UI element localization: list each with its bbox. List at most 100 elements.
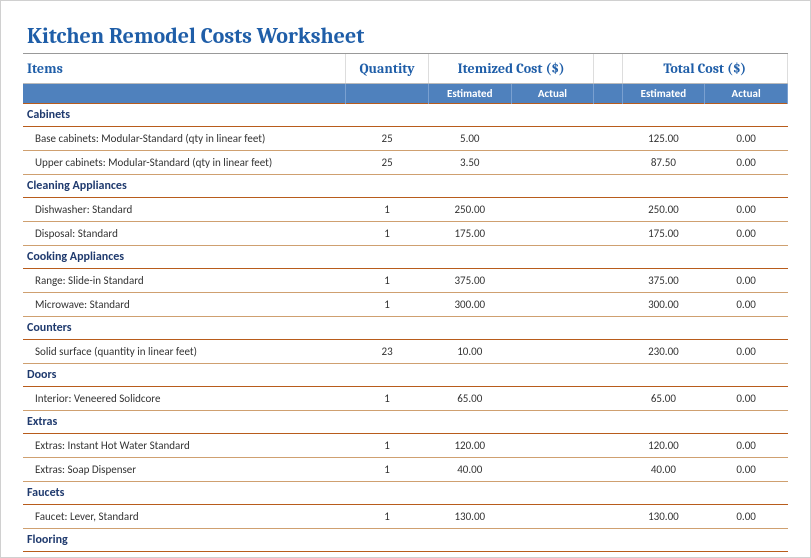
row-gap xyxy=(594,434,622,458)
item-est-total: 175.00 xyxy=(622,222,705,246)
item-est-total: 230.00 xyxy=(622,340,705,364)
header-row-sub: Estimated Actual Estimated Actual xyxy=(23,84,788,104)
item-act-cost xyxy=(511,387,594,411)
category-label: Cooking Appliances xyxy=(23,246,788,269)
row-gap xyxy=(594,127,622,151)
item-act-total: 0.00 xyxy=(705,293,788,317)
category-row: Cleaning Appliances xyxy=(23,175,788,198)
row-gap xyxy=(594,198,622,222)
item-act-cost xyxy=(511,269,594,293)
table-row: Base cabinets: Modular-Standard (qty in … xyxy=(23,127,788,151)
item-qty: 1 xyxy=(346,222,429,246)
item-qty: 1 xyxy=(346,434,429,458)
item-est-cost: 65.00 xyxy=(428,387,511,411)
col-itemized: Itemized Cost ($) xyxy=(428,54,593,84)
item-est-total: 87.50 xyxy=(622,151,705,175)
item-qty: 25 xyxy=(346,151,429,175)
row-gap xyxy=(594,340,622,364)
category-row: Counters xyxy=(23,317,788,340)
item-est-cost: 10.00 xyxy=(428,340,511,364)
table-row: Interior: Veneered Solidcore165.0065.000… xyxy=(23,387,788,411)
item-qty: 1 xyxy=(346,458,429,482)
item-act-total: 0.00 xyxy=(705,434,788,458)
item-est-cost: 250.00 xyxy=(428,198,511,222)
item-act-cost xyxy=(511,198,594,222)
item-act-cost xyxy=(511,293,594,317)
item-label: Base cabinets: Modular-Standard (qty in … xyxy=(23,127,346,151)
table-row: Upper cabinets: Modular-Standard (qty in… xyxy=(23,151,788,175)
table-row: Dishwasher: Standard1250.00250.000.00 xyxy=(23,198,788,222)
item-act-cost xyxy=(511,434,594,458)
item-est-total: 125.00 xyxy=(622,127,705,151)
category-row: Cabinets xyxy=(23,104,788,127)
row-gap xyxy=(594,222,622,246)
item-qty: 1 xyxy=(346,269,429,293)
item-act-total: 0.00 xyxy=(705,151,788,175)
item-label: Dishwasher: Standard xyxy=(23,198,346,222)
item-label: Range: Slide-in Standard xyxy=(23,269,346,293)
item-act-cost xyxy=(511,458,594,482)
item-est-cost: 130.00 xyxy=(428,505,511,529)
item-est-cost: 375.00 xyxy=(428,269,511,293)
item-act-total: 0.00 xyxy=(705,340,788,364)
row-gap xyxy=(594,151,622,175)
item-qty: 23 xyxy=(346,340,429,364)
sub-itemized-actual: Actual xyxy=(511,84,594,104)
page-title: Kitchen Remodel Costs Worksheet xyxy=(23,17,788,54)
category-row: Cooking Appliances xyxy=(23,246,788,269)
item-act-total: 0.00 xyxy=(705,222,788,246)
item-act-total: 0.00 xyxy=(705,505,788,529)
category-label: Counters xyxy=(23,317,788,340)
item-est-cost: 3.50 xyxy=(428,151,511,175)
category-label: Cabinets xyxy=(23,104,788,127)
item-act-cost xyxy=(511,340,594,364)
category-row: Flooring xyxy=(23,529,788,552)
category-label: Faucets xyxy=(23,482,788,505)
item-est-total: 120.00 xyxy=(622,434,705,458)
category-label: Cleaning Appliances xyxy=(23,175,788,198)
category-label: Doors xyxy=(23,364,788,387)
table-row: Extras: Instant Hot Water Standard1 120.0… xyxy=(23,434,788,458)
sub-gap xyxy=(594,84,622,104)
item-label: Disposal: Standard xyxy=(23,222,346,246)
row-gap xyxy=(594,293,622,317)
row-gap xyxy=(594,458,622,482)
item-est-total: 65.00 xyxy=(622,387,705,411)
item-act-total: 0.00 xyxy=(705,198,788,222)
item-act-cost xyxy=(511,127,594,151)
sub-blank-2 xyxy=(346,84,429,104)
item-label: Microwave: Standard xyxy=(23,293,346,317)
category-label: Extras xyxy=(23,411,788,434)
item-label: Extras: Instant Hot Water Standard xyxy=(23,434,346,458)
item-est-cost: 300.00 xyxy=(428,293,511,317)
row-gap xyxy=(594,387,622,411)
col-total: Total Cost ($) xyxy=(622,54,787,84)
worksheet: Kitchen Remodel Costs Worksheet Items Qu… xyxy=(1,1,810,552)
table-row: Disposal: Standard1175.00175.000.00 xyxy=(23,222,788,246)
category-row: Doors xyxy=(23,364,788,387)
category-label: Flooring xyxy=(23,529,788,552)
row-gap xyxy=(594,505,622,529)
item-est-cost: 5.00 xyxy=(428,127,511,151)
sub-itemized-estimated: Estimated xyxy=(428,84,511,104)
col-items: Items xyxy=(23,54,346,84)
item-qty: 1 xyxy=(346,505,429,529)
row-gap xyxy=(594,269,622,293)
item-act-total: 0.00 xyxy=(705,387,788,411)
col-gap xyxy=(594,54,622,84)
table-row: Extras: Soap Dispenser140.0040.000.00 xyxy=(23,458,788,482)
item-act-cost xyxy=(511,151,594,175)
item-qty: 1 xyxy=(346,387,429,411)
item-act-total: 0.00 xyxy=(705,127,788,151)
sub-blank-1 xyxy=(23,84,346,104)
item-est-cost: 40.00 xyxy=(428,458,511,482)
item-label: Faucet: Lever, Standard xyxy=(23,505,346,529)
sub-total-estimated: Estimated xyxy=(622,84,705,104)
item-est-total: 40.00 xyxy=(622,458,705,482)
item-label: Upper cabinets: Modular-Standard (qty in… xyxy=(23,151,346,175)
item-est-cost: 175.00 xyxy=(428,222,511,246)
item-act-total: 0.00 xyxy=(705,269,788,293)
item-act-total: 0.00 xyxy=(705,458,788,482)
item-est-total: 300.00 xyxy=(622,293,705,317)
col-quantity: Quantity xyxy=(346,54,429,84)
